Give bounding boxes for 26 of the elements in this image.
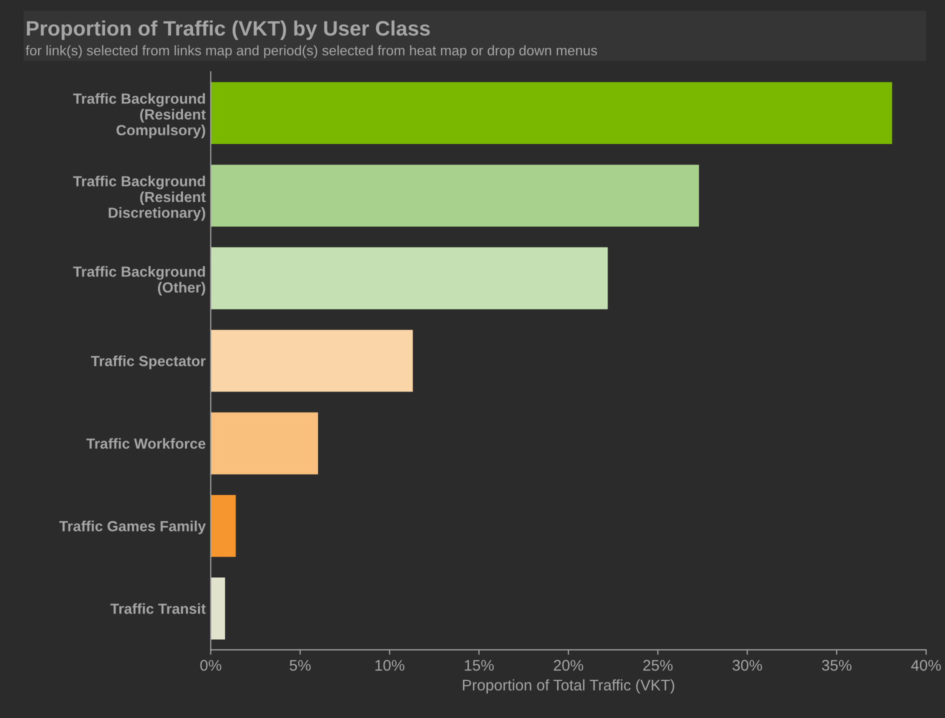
x-tick-label: 5% [290,660,311,671]
x-tick-label: 0% [200,660,222,671]
y-tick-label: Traffic Background (Resident Discretionary) [73,176,206,221]
x-tick-label: 40% [911,660,941,671]
y-tick-label: Traffic Background (Other) [73,266,206,296]
y-tick-label: Traffic Spectator [90,356,206,370]
x-tick-label: 20% [554,660,584,671]
bar [210,578,226,640]
x-tick-label: 30% [732,660,762,671]
bar [210,330,413,392]
bar [210,247,608,310]
bar [210,494,236,557]
chart-subtitle: for link(s) selected from links map and period(s) selected from heat map or drop down menus [26,45,598,58]
x-tick-label: 35% [822,660,852,671]
y-tick-label: Traffic Workforce [86,438,206,449]
x-tick-label: 15% [464,660,494,671]
bar [210,412,318,474]
x-axis-title: Proportion of Total Traffic (VKT) [462,679,674,694]
bar [210,164,699,227]
bar [210,82,892,144]
y-tick-label: Traffic Background (Resident Compulsory) [73,93,206,138]
x-tick-label: 10% [375,660,404,671]
y-tick-label: Traffic Transit [110,603,206,614]
chart-title: Proportion of Traffic (VKT) by User Class [26,20,430,40]
x-tick-label: 25% [643,660,673,671]
y-tick-label: Traffic Games Family [59,520,206,534]
